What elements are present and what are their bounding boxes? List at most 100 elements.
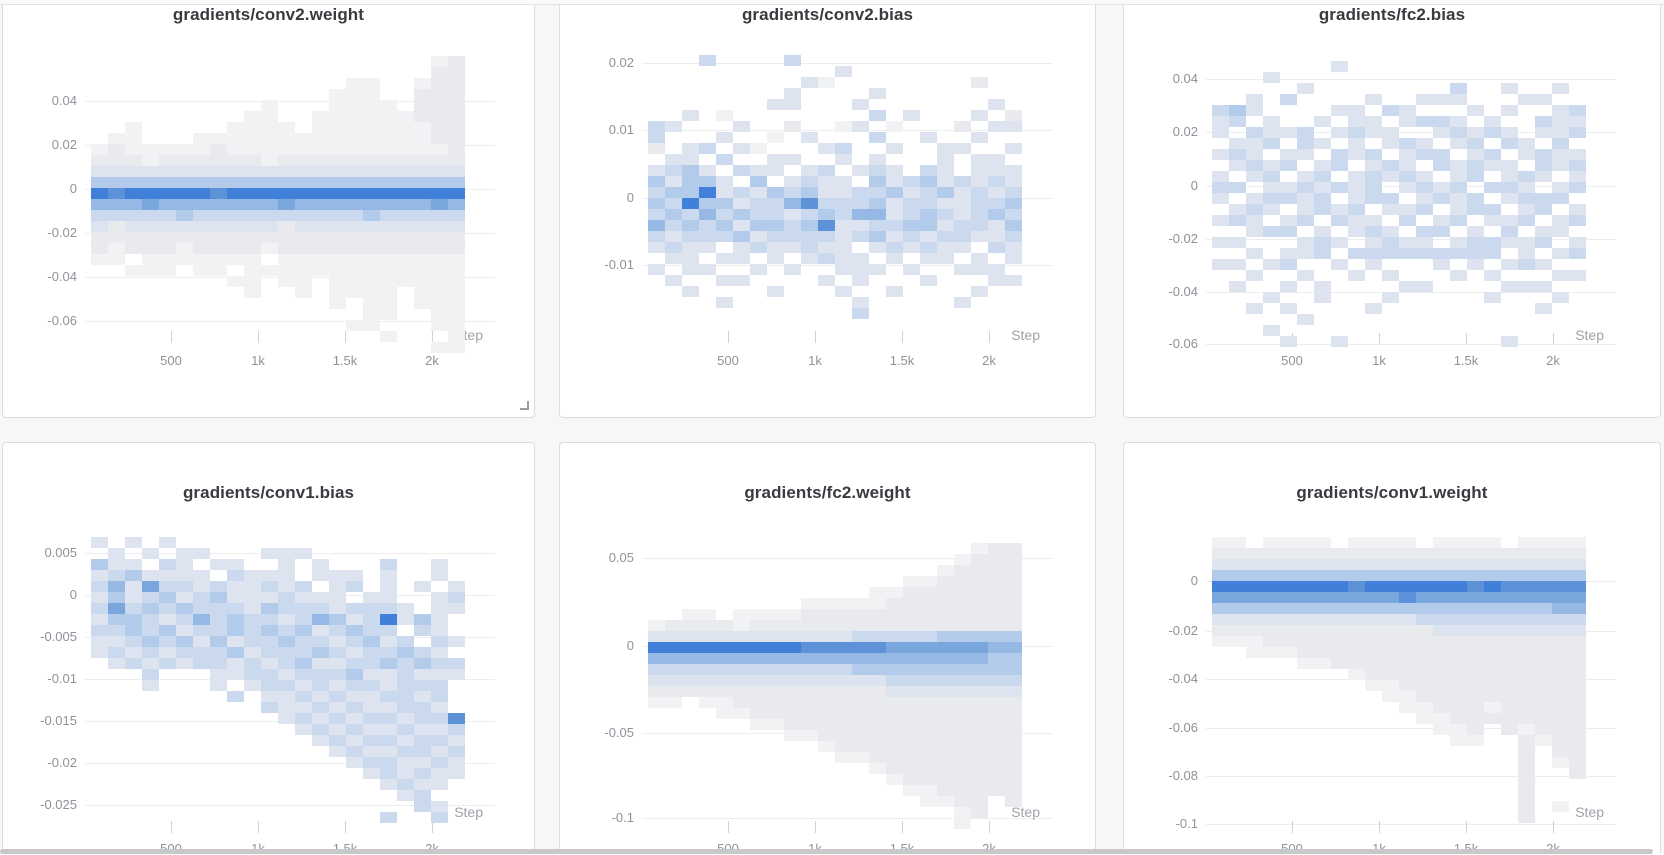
x-tick-mark bbox=[171, 821, 172, 833]
histogram-cell bbox=[1314, 160, 1331, 171]
histogram-cell bbox=[869, 165, 886, 176]
histogram-cell bbox=[1229, 548, 1246, 559]
histogram-cell bbox=[363, 89, 380, 100]
histogram-cell bbox=[1229, 559, 1246, 570]
histogram-cell bbox=[1518, 259, 1535, 270]
histogram-cell bbox=[1382, 204, 1399, 215]
histogram-cell bbox=[261, 614, 278, 625]
histogram-cell bbox=[414, 581, 431, 592]
histogram-cell bbox=[1382, 592, 1399, 603]
histogram-cell bbox=[329, 724, 346, 735]
histogram-cell bbox=[329, 603, 346, 614]
histogram-cell bbox=[682, 220, 699, 231]
histogram-cell bbox=[1518, 735, 1535, 746]
histogram-cell bbox=[801, 664, 818, 675]
histogram-cell bbox=[1518, 746, 1535, 757]
histogram-cell bbox=[1535, 127, 1552, 138]
panel-conv1-bias[interactable]: gradients/conv1.bias 0.005 0 -0.005 -0.01 -0.… bbox=[2, 442, 535, 855]
histogram-cell bbox=[1263, 592, 1280, 603]
histogram-cell bbox=[448, 713, 465, 724]
histogram-cell bbox=[920, 785, 937, 796]
histogram-cell bbox=[1569, 160, 1586, 171]
histogram-cell bbox=[346, 199, 363, 210]
histogram-cell bbox=[767, 198, 784, 209]
histogram-cell bbox=[312, 199, 329, 210]
histogram-cell bbox=[346, 144, 363, 155]
histogram-cell bbox=[1433, 603, 1450, 614]
histogram-cell bbox=[1569, 559, 1586, 570]
panel-fc2-weight[interactable]: gradients/fc2.weight 0.05 0 -0.05 -0.1 500 1k 1… bbox=[559, 442, 1096, 855]
histogram-cell bbox=[903, 785, 920, 796]
histogram-cell bbox=[363, 111, 380, 122]
histogram-cell bbox=[159, 155, 176, 166]
histogram-cell bbox=[363, 210, 380, 221]
histogram-cell bbox=[988, 198, 1005, 209]
histogram-cell bbox=[210, 155, 227, 166]
histogram-cell bbox=[716, 253, 733, 264]
histogram-cell bbox=[1263, 226, 1280, 237]
histogram-cell bbox=[1348, 105, 1365, 116]
histogram-cell bbox=[312, 210, 329, 221]
histogram-cell bbox=[1331, 581, 1348, 592]
histogram-cell bbox=[1484, 537, 1501, 548]
histogram-cell bbox=[1382, 614, 1399, 625]
histogram-cell bbox=[920, 598, 937, 609]
histogram-cell bbox=[750, 165, 767, 176]
histogram-cell bbox=[1331, 149, 1348, 160]
y-tick-label: 0 bbox=[1190, 573, 1198, 588]
histogram-cell bbox=[363, 144, 380, 155]
histogram-cell bbox=[1450, 658, 1467, 669]
histogram-cell bbox=[329, 570, 346, 581]
histogram-cell bbox=[1450, 237, 1467, 248]
histogram-cell bbox=[1484, 581, 1501, 592]
histogram-cell bbox=[971, 110, 988, 121]
histogram-cell bbox=[1365, 614, 1382, 625]
histogram-cell bbox=[920, 774, 937, 785]
histogram-cell bbox=[1005, 763, 1022, 774]
horizontal-scrollbar-thumb[interactable] bbox=[0, 849, 1653, 854]
histogram-cell bbox=[767, 286, 784, 297]
histogram-cell bbox=[1535, 149, 1552, 160]
histogram-cell bbox=[1569, 248, 1586, 259]
histogram-cell bbox=[1433, 160, 1450, 171]
histogram-cell bbox=[448, 155, 465, 166]
histogram-cell bbox=[988, 231, 1005, 242]
histogram-cell bbox=[448, 144, 465, 155]
histogram-cell bbox=[801, 598, 818, 609]
histogram-cell bbox=[784, 653, 801, 664]
histogram-cell bbox=[1518, 94, 1535, 105]
histogram-cell bbox=[733, 143, 750, 154]
histogram-cell bbox=[363, 232, 380, 243]
histogram-cell bbox=[1280, 548, 1297, 559]
histogram-cell bbox=[682, 176, 699, 187]
panel-conv2-bias[interactable]: gradients/conv2.bias 0.02 0.01 0 -0.01 500 1k 1… bbox=[559, 0, 1096, 418]
histogram-cell bbox=[431, 658, 448, 669]
histogram-cell bbox=[397, 199, 414, 210]
panel-fc2-bias[interactable]: gradients/fc2.bias 0.04 0.02 0 -0.02 -0.04 -0.… bbox=[1123, 0, 1661, 418]
histogram-cell bbox=[329, 210, 346, 221]
histogram-cell bbox=[1314, 182, 1331, 193]
histogram-cell bbox=[886, 719, 903, 730]
histogram-cell bbox=[1569, 702, 1586, 713]
histogram-cell bbox=[346, 111, 363, 122]
histogram-cell bbox=[1450, 614, 1467, 625]
histogram-cell bbox=[954, 209, 971, 220]
x-tick-label: 1.5k bbox=[889, 353, 915, 368]
histogram-cell bbox=[1518, 149, 1535, 160]
histogram-cell bbox=[1416, 680, 1433, 691]
histogram-cell bbox=[1331, 336, 1348, 347]
histogram-cell bbox=[278, 265, 295, 276]
histogram-cell bbox=[750, 664, 767, 675]
histogram-cell bbox=[380, 210, 397, 221]
panel-conv1-weight[interactable]: gradients/conv1.weight 0 -0.02 -0.04 -0.06 -0… bbox=[1123, 442, 1661, 855]
histogram-cell bbox=[665, 697, 682, 708]
histogram-cell bbox=[261, 155, 278, 166]
x-tick-mark bbox=[902, 331, 903, 343]
histogram-cell bbox=[176, 155, 193, 166]
panel-resize-handle[interactable] bbox=[520, 401, 529, 410]
histogram-cell bbox=[1484, 570, 1501, 581]
panel-conv2-weight[interactable]: gradients/conv2.weight 0.04 0.02 0 -0.02 -0.0… bbox=[2, 0, 535, 418]
histogram-cell bbox=[397, 177, 414, 188]
histogram-cell bbox=[1263, 325, 1280, 336]
histogram-cell bbox=[835, 642, 852, 653]
